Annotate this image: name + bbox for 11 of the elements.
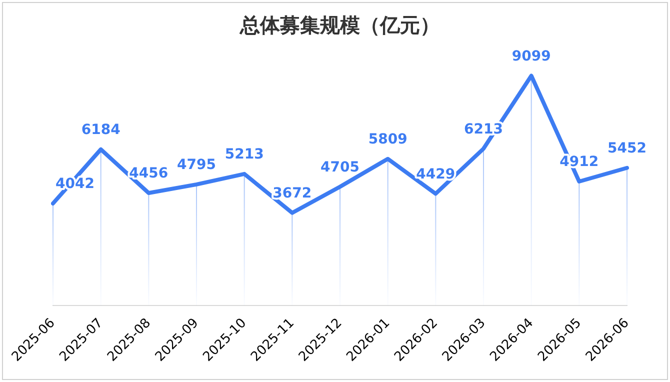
data-label: 6184 bbox=[81, 122, 121, 138]
data-label: 4705 bbox=[320, 159, 360, 176]
data-label: 4795 bbox=[177, 157, 216, 174]
data-label: 4456 bbox=[129, 166, 168, 182]
chart-title: 总体募集规模（亿元） bbox=[239, 13, 440, 38]
data-label: 5452 bbox=[608, 140, 646, 157]
data-label: 3672 bbox=[272, 185, 312, 202]
data-label: 4429 bbox=[416, 166, 456, 182]
data-label: 5213 bbox=[224, 146, 264, 163]
data-label: 9099 bbox=[512, 48, 551, 64]
data-label: 5809 bbox=[368, 131, 408, 148]
